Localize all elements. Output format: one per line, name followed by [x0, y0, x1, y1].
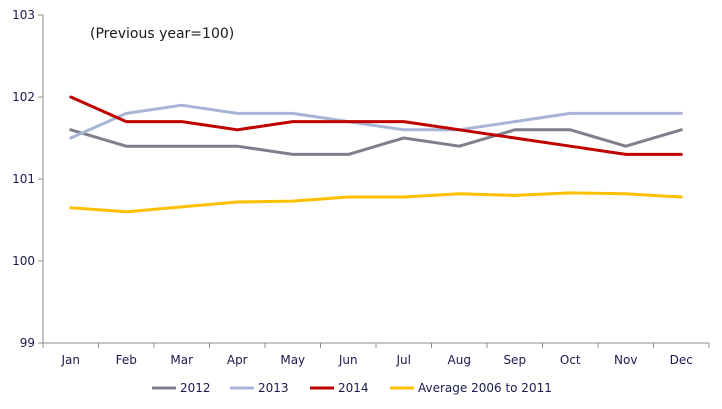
y-tick-label: 101 — [12, 172, 35, 186]
legend-label: 2012 — [180, 381, 211, 395]
legend: 2012 2013 2014 Average 2006 to 2011 — [152, 381, 552, 395]
x-tick-label: Sep — [503, 353, 526, 367]
legend-label: 2013 — [258, 381, 289, 395]
chart-annotation: (Previous year=100) — [90, 26, 234, 42]
series-line-average-2006-to-2011 — [69, 191, 683, 214]
series-lines — [69, 95, 683, 214]
x-tick-label: Mar — [170, 353, 193, 367]
series-line-2014 — [69, 95, 683, 156]
x-tick-label: Apr — [227, 353, 248, 367]
y-tick-label: 99 — [20, 336, 35, 350]
x-tick-label: Jan — [61, 353, 81, 367]
legend-label: 2014 — [338, 381, 369, 395]
x-tick-label: Dec — [670, 353, 693, 367]
x-tick-label: Feb — [116, 353, 137, 367]
x-tick-label: Jul — [396, 353, 411, 367]
y-tick-label: 100 — [12, 254, 35, 268]
y-tick-label: 102 — [12, 90, 35, 104]
x-tick-label: Aug — [448, 353, 471, 367]
x-axis-ticks: Jan Feb Mar Apr May Jun Jul Aug Sep Oct Nov Dec — [42, 343, 710, 367]
x-tick-label: Jun — [338, 353, 358, 367]
y-axis-ticks: 99 100 101 102 103 — [12, 8, 43, 350]
y-tick-label: 103 — [12, 8, 35, 22]
x-tick-label: Nov — [614, 353, 637, 367]
series-line-2012 — [69, 128, 683, 156]
x-tick-label: May — [280, 353, 305, 367]
legend-label: Average 2006 to 2011 — [418, 381, 552, 395]
series-line-2013 — [69, 103, 683, 140]
x-tick-label: Oct — [560, 353, 581, 367]
